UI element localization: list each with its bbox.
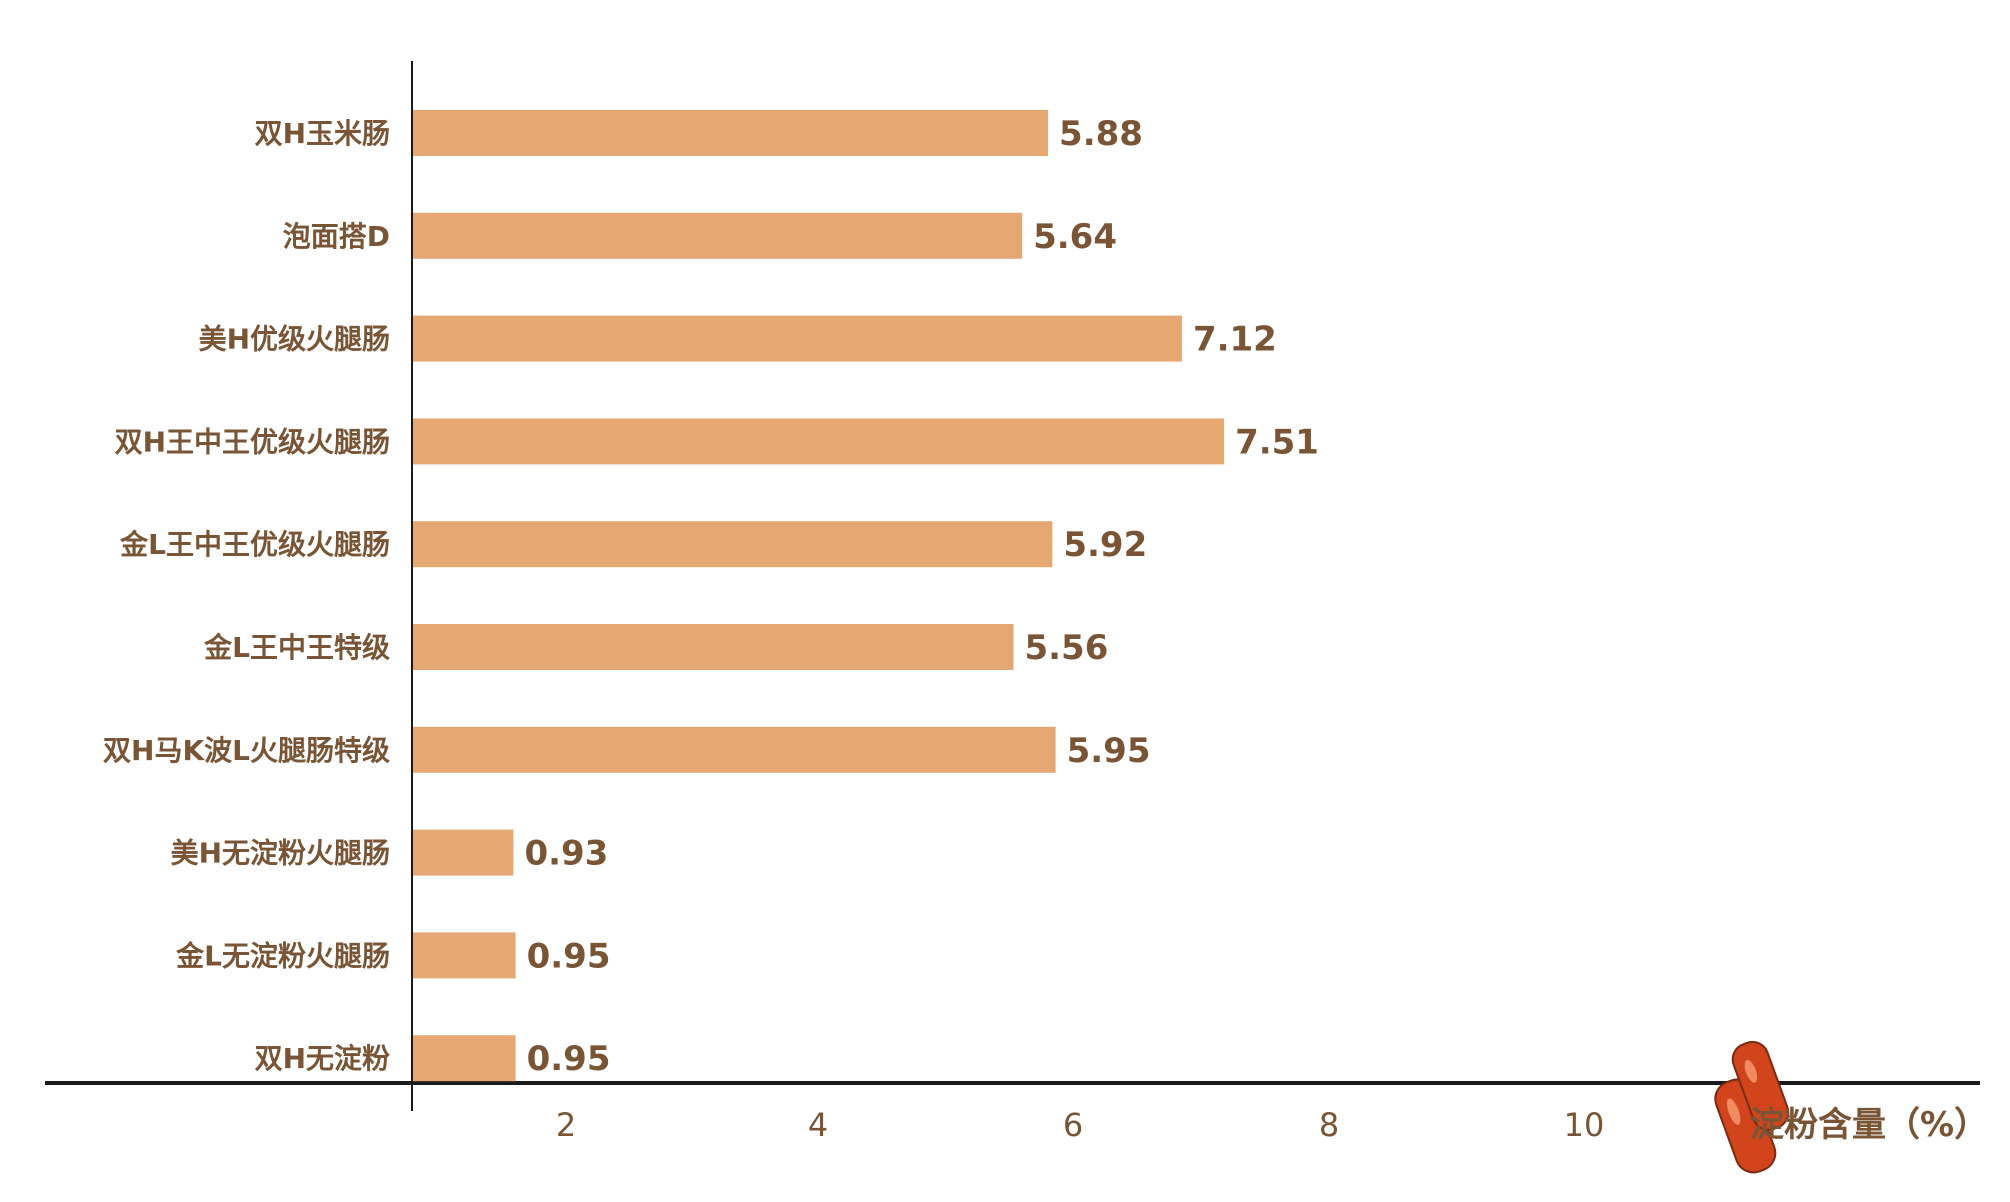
x-tick-label: 2	[556, 1106, 576, 1144]
bar	[413, 829, 514, 876]
bar	[413, 212, 1023, 259]
data-label: 0.95	[527, 1039, 611, 1079]
category-label: 美H优级火腿肠	[199, 323, 390, 356]
bar	[413, 521, 1053, 568]
category-label: 泡面搭D	[283, 220, 390, 253]
category-label: 金L无淀粉火腿肠	[175, 939, 390, 972]
category-label: 双H玉米肠	[255, 117, 390, 150]
x-tick-label: 10	[1564, 1106, 1605, 1144]
bar	[413, 315, 1182, 362]
bar	[413, 932, 516, 979]
x-axis-title: 淀粉含量（%）	[1750, 1105, 1988, 1145]
data-label: 5.92	[1063, 525, 1147, 565]
category-label: 美H无淀粉火腿肠	[171, 837, 390, 870]
category-label: 金L王中王特级	[203, 631, 390, 664]
data-label: 5.95	[1067, 731, 1151, 771]
x-tick-label: 4	[808, 1106, 828, 1144]
data-label: 5.88	[1059, 114, 1143, 154]
category-label: 双H王中王优级火腿肠	[115, 425, 390, 458]
data-label: 7.51	[1235, 422, 1319, 462]
bar	[413, 624, 1014, 670]
data-label: 0.95	[527, 936, 611, 976]
bar	[413, 1035, 516, 1082]
category-label: 双H无淀粉	[255, 1042, 390, 1075]
bar	[413, 418, 1225, 465]
data-label: 7.12	[1193, 320, 1277, 360]
category-label: 金L王中王优级火腿肠	[119, 528, 390, 561]
bar	[413, 726, 1056, 773]
bar	[413, 110, 1049, 156]
sausage-icon	[1714, 1040, 1790, 1174]
data-label: 5.56	[1024, 628, 1108, 668]
data-label: 0.93	[524, 834, 608, 874]
x-tick-label: 8	[1319, 1106, 1339, 1144]
data-label: 5.64	[1033, 217, 1117, 257]
category-label: 双H马K波L火腿肠特级	[103, 734, 390, 767]
x-tick-label: 6	[1063, 1106, 1083, 1144]
